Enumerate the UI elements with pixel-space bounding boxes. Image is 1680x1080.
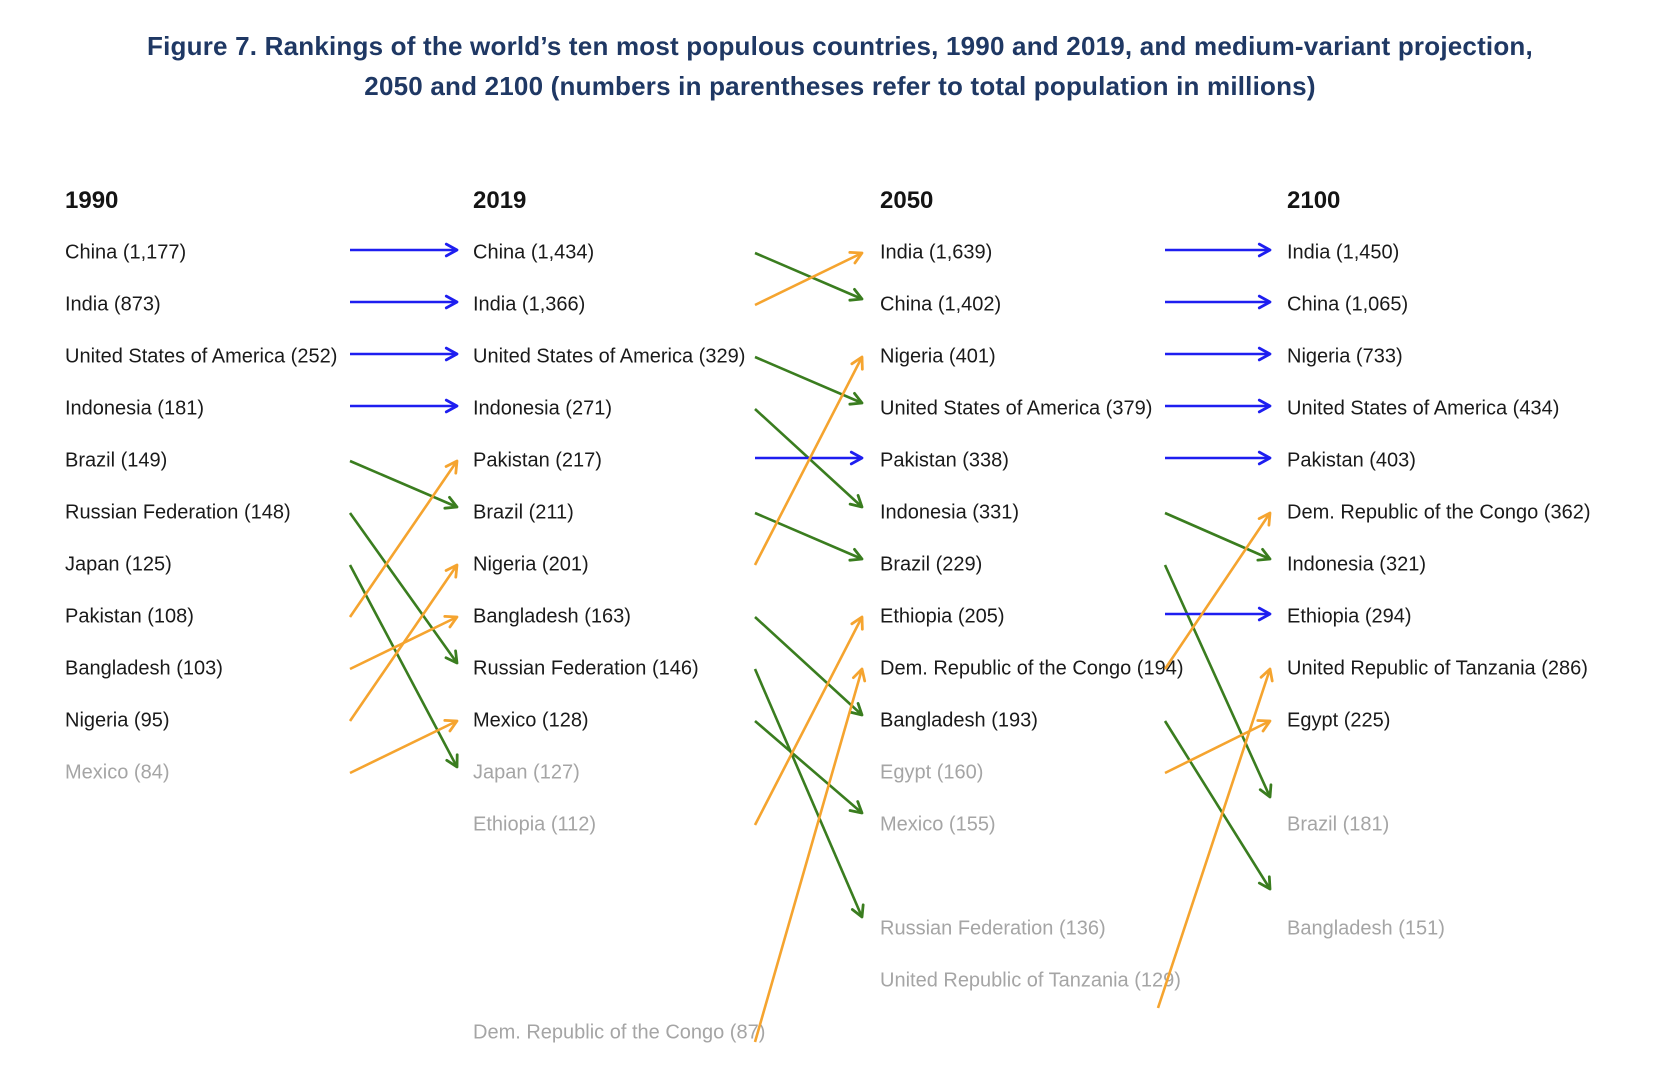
rank-arrow-indonesia-zone1-down [754,408,864,509]
rank-arrow-china-zone1-down [754,251,864,302]
rank-arrow-mexico-zone1-down [754,720,864,815]
rank-arrow-dem-republic-of-the-congo-zone2-up [1163,511,1272,670]
country-label-2100-pakistan: Pakistan (403) [1287,449,1416,472]
country-label-2019-nigeria: Nigeria (201) [473,553,589,576]
year-header-1990: 1990 [65,187,119,214]
country-label-1990-bangladesh: Bangladesh (103) [65,657,223,680]
rank-arrow-dem-republic-of-the-congo-zone1-up [753,667,867,1043]
rank-arrow-japan-zone0-down [348,564,459,769]
country-label-1990-russian-federation: Russian Federation (148) [65,501,291,524]
country-label-1990-nigeria: Nigeria (95) [65,709,170,732]
country-label-2100-ethiopia: Ethiopia (294) [1287,605,1412,628]
country-label-2050-russian-federation: Russian Federation (136) [880,917,1106,940]
country-label-2019-indonesia: Indonesia (271) [473,397,612,420]
country-label-2050-china: China (1,402) [880,293,1002,316]
country-label-2019-ethiopia: Ethiopia (112) [473,813,597,836]
country-label-2050-nigeria: Nigeria (401) [880,345,996,368]
country-label-1990-united-states-of-america: United States of America (252) [65,345,338,368]
country-label-2019-pakistan: Pakistan (217) [473,449,602,472]
figure-title-line-2: 2050 and 2100 (numbers in parentheses re… [364,71,1316,101]
country-label-2019-india: India (1,366) [473,293,586,316]
rank-arrow-indonesia-zone2-down [1164,511,1272,562]
country-label-2019-united-states-of-america: United States of America (329) [473,345,746,368]
rank-arrow-united-states-of-america-zone1-down [754,355,864,406]
country-label-2019-china: China (1,434) [473,241,595,264]
year-header-2100: 2100 [1287,187,1341,214]
country-label-1990-china: China (1,177) [65,241,187,264]
country-label-2100-dem-republic-of-the-congo: Dem. Republic of the Congo (362) [1287,501,1591,524]
country-label-2050-indonesia: Indonesia (331) [880,501,1019,524]
country-label-2050-india: India (1,639) [880,241,993,264]
rank-arrow-bangladesh-zone2-down [1163,720,1272,891]
rank-arrow-bangladesh-zone0-up [349,614,459,671]
rank-arrow-india-zone1-up [754,250,864,307]
country-label-2100-united-states-of-america: United States of America (434) [1287,397,1560,420]
country-label-2019-russian-federation: Russian Federation (146) [473,657,699,680]
country-label-2019-bangladesh: Bangladesh (163) [473,605,631,628]
country-label-2100-china: China (1,065) [1287,293,1409,316]
figure-title-line-1: Figure 7. Rankings of the world’s ten mo… [147,31,1533,61]
country-label-1990-india: India (873) [65,293,161,316]
country-label-2050-dem-republic-of-the-congo: Dem. Republic of the Congo (194) [880,657,1184,680]
rank-arrow-russian-federation-zone1-down [753,668,865,919]
year-header-2050: 2050 [880,187,934,214]
rank-arrow-pakistan-zone0-up [348,459,459,618]
rank-arrow-bangladesh-zone1-down [754,616,864,717]
country-label-2050-mexico: Mexico (155) [880,813,996,836]
rank-arrow-brazil-zone1-down [754,511,864,562]
country-label-2100-indonesia: Indonesia (321) [1287,553,1426,576]
country-label-2100-india: India (1,450) [1287,241,1400,264]
country-label-1990-mexico: Mexico (84) [65,761,170,784]
country-label-2050-pakistan: Pakistan (338) [880,449,1009,472]
country-label-2100-brazil: Brazil (181) [1287,813,1390,836]
country-label-2100-united-republic-of-tanzania: United Republic of Tanzania (286) [1287,657,1588,680]
year-header-2019: 2019 [473,187,527,214]
country-label-2050-united-states-of-america: United States of America (379) [880,397,1153,420]
rank-arrow-brazil-zone2-down [1163,564,1273,799]
country-label-2019-brazil: Brazil (211) [473,501,574,524]
country-label-1990-brazil: Brazil (149) [65,449,168,472]
country-label-1990-japan: Japan (125) [65,553,172,576]
country-label-1990-indonesia: Indonesia (181) [65,397,204,420]
rank-arrow-united-republic-of-tanzania-zone2-up [1156,667,1274,1009]
country-label-2100-nigeria: Nigeria (733) [1287,345,1403,368]
country-label-2019-mexico: Mexico (128) [473,709,589,732]
rank-arrow-mexico-zone0-up [349,718,459,775]
rank-arrow-brazil-zone0-down [349,459,459,510]
rank-arrow-nigeria-zone1-up [753,355,864,566]
country-label-2050-ethiopia: Ethiopia (205) [880,605,1005,628]
country-label-2100-bangladesh: Bangladesh (151) [1287,917,1445,940]
country-label-2019-japan: Japan (127) [473,761,580,784]
country-label-2050-bangladesh: Bangladesh (193) [880,709,1038,732]
country-label-2050-egypt: Egypt (160) [880,761,984,784]
country-label-2100-egypt: Egypt (225) [1287,709,1391,732]
rank-arrow-ethiopia-zone1-up [753,615,864,826]
country-label-2050-brazil: Brazil (229) [880,553,983,576]
rank-arrow-nigeria-zone0-up [348,563,459,722]
country-label-1990-pakistan: Pakistan (108) [65,605,194,628]
country-label-2019-dem-republic-of-the-congo: Dem. Republic of the Congo (87) [473,1021,766,1044]
rank-arrow-egypt-zone2-up [1164,719,1272,775]
country-label-2050-united-republic-of-tanzania: United Republic of Tanzania (129) [880,969,1181,992]
rank-arrow-russian-federation-zone0-down [348,512,459,665]
